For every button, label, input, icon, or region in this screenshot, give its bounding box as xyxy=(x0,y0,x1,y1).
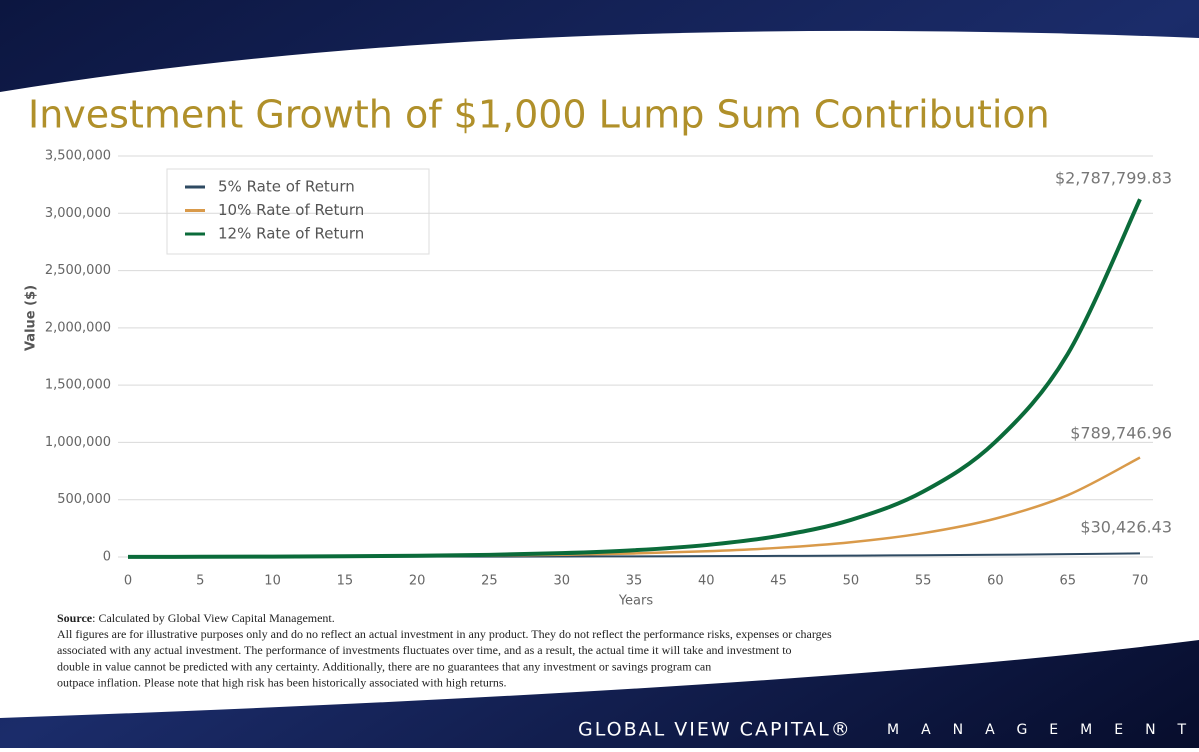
footnote-line: double in value cannot be predicted with… xyxy=(57,659,711,673)
x-tick-label: 5 xyxy=(196,574,204,589)
footnote: Source: Calculated by Global View Capita… xyxy=(57,611,832,690)
footnote-source: Source: Calculated by Global View Capita… xyxy=(57,611,335,625)
x-tick-label: 15 xyxy=(337,574,354,589)
footnote-line: All figures are for illustrative purpose… xyxy=(57,627,832,641)
x-tick-label: 25 xyxy=(481,574,498,589)
y-tick-label: 3,500,000 xyxy=(45,149,111,164)
y-tick-label: 1,000,000 xyxy=(45,435,111,450)
series-line xyxy=(127,198,1142,559)
x-tick-label: 70 xyxy=(1132,574,1149,589)
y-tick-label: 3,000,000 xyxy=(45,206,111,221)
source-label: Source xyxy=(57,611,93,625)
x-axis-label: Years xyxy=(618,594,654,609)
footnote-line: outpace inflation. Please note that high… xyxy=(57,676,507,690)
brand: GLOBAL VIEW CAPITAL® xyxy=(578,719,852,741)
x-tick-label: 60 xyxy=(987,574,1004,589)
x-tick-label: 20 xyxy=(409,574,426,589)
annotation: $789,746.96 xyxy=(1070,424,1172,443)
legend-label: 12% Rate of Return xyxy=(218,225,364,243)
brand-sub: MANAGEMENT xyxy=(887,722,1199,738)
y-tick-label: 500,000 xyxy=(57,492,111,507)
legend-box xyxy=(166,168,430,255)
y-tick-label: 2,000,000 xyxy=(45,320,111,335)
x-tick-label: 40 xyxy=(698,574,715,589)
x-tick-label: 55 xyxy=(915,574,932,589)
y-tick-label: 1,500,000 xyxy=(45,378,111,393)
x-tick-label: 10 xyxy=(264,574,281,589)
x-tick-label: 30 xyxy=(553,574,570,589)
chart-title: Investment Growth of $1,000 Lump Sum Con… xyxy=(28,93,1050,137)
legend-label: 5% Rate of Return xyxy=(218,178,355,196)
footnote-line: associated with any actual investment. T… xyxy=(57,643,792,657)
y-axis-label: Value ($) xyxy=(24,285,39,351)
x-tick-label: 45 xyxy=(770,574,787,589)
x-tick-label: 65 xyxy=(1059,574,1076,589)
source-text: : Calculated by Global View Capital Mana… xyxy=(92,611,335,625)
annotation: $30,426.43 xyxy=(1080,518,1172,537)
x-tick-label: 35 xyxy=(626,574,643,589)
legend-label: 10% Rate of Return xyxy=(218,201,364,219)
y-tick-label: 0 xyxy=(103,550,111,565)
y-tick-label: 2,500,000 xyxy=(45,263,111,278)
x-tick-label: 0 xyxy=(124,574,132,589)
annotation: $2,787,799.83 xyxy=(1055,169,1172,188)
x-tick-label: 50 xyxy=(843,574,860,589)
